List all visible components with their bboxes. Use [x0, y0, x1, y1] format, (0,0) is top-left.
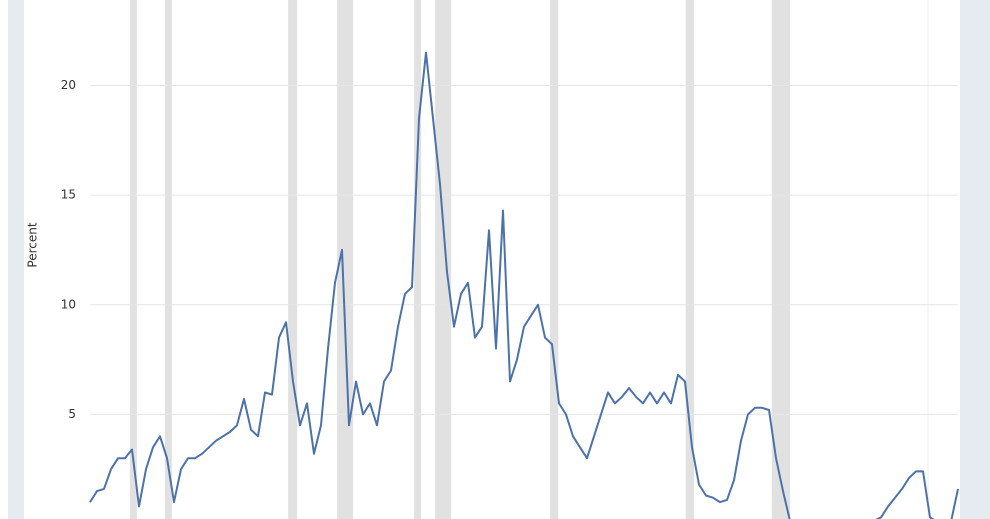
recession-band: [164, 0, 172, 519]
recession-band: [337, 0, 354, 519]
y-tick-label: 20: [61, 78, 76, 92]
y-tick-label: 10: [61, 297, 76, 311]
recession-band: [771, 0, 790, 519]
recession-band: [129, 0, 137, 519]
y-tick-label: 15: [61, 188, 76, 202]
recession-band: [549, 0, 559, 519]
y-tick-label: 5: [68, 407, 76, 421]
range-shade-right: [960, 0, 990, 519]
data-line: [89, 51, 959, 519]
recession-band: [414, 0, 422, 519]
range-shade-left: [8, 0, 24, 519]
recession-band: [435, 0, 452, 519]
recession-band: [288, 0, 298, 519]
recession-band: [685, 0, 695, 519]
y-axis-label: Percent: [26, 222, 40, 267]
